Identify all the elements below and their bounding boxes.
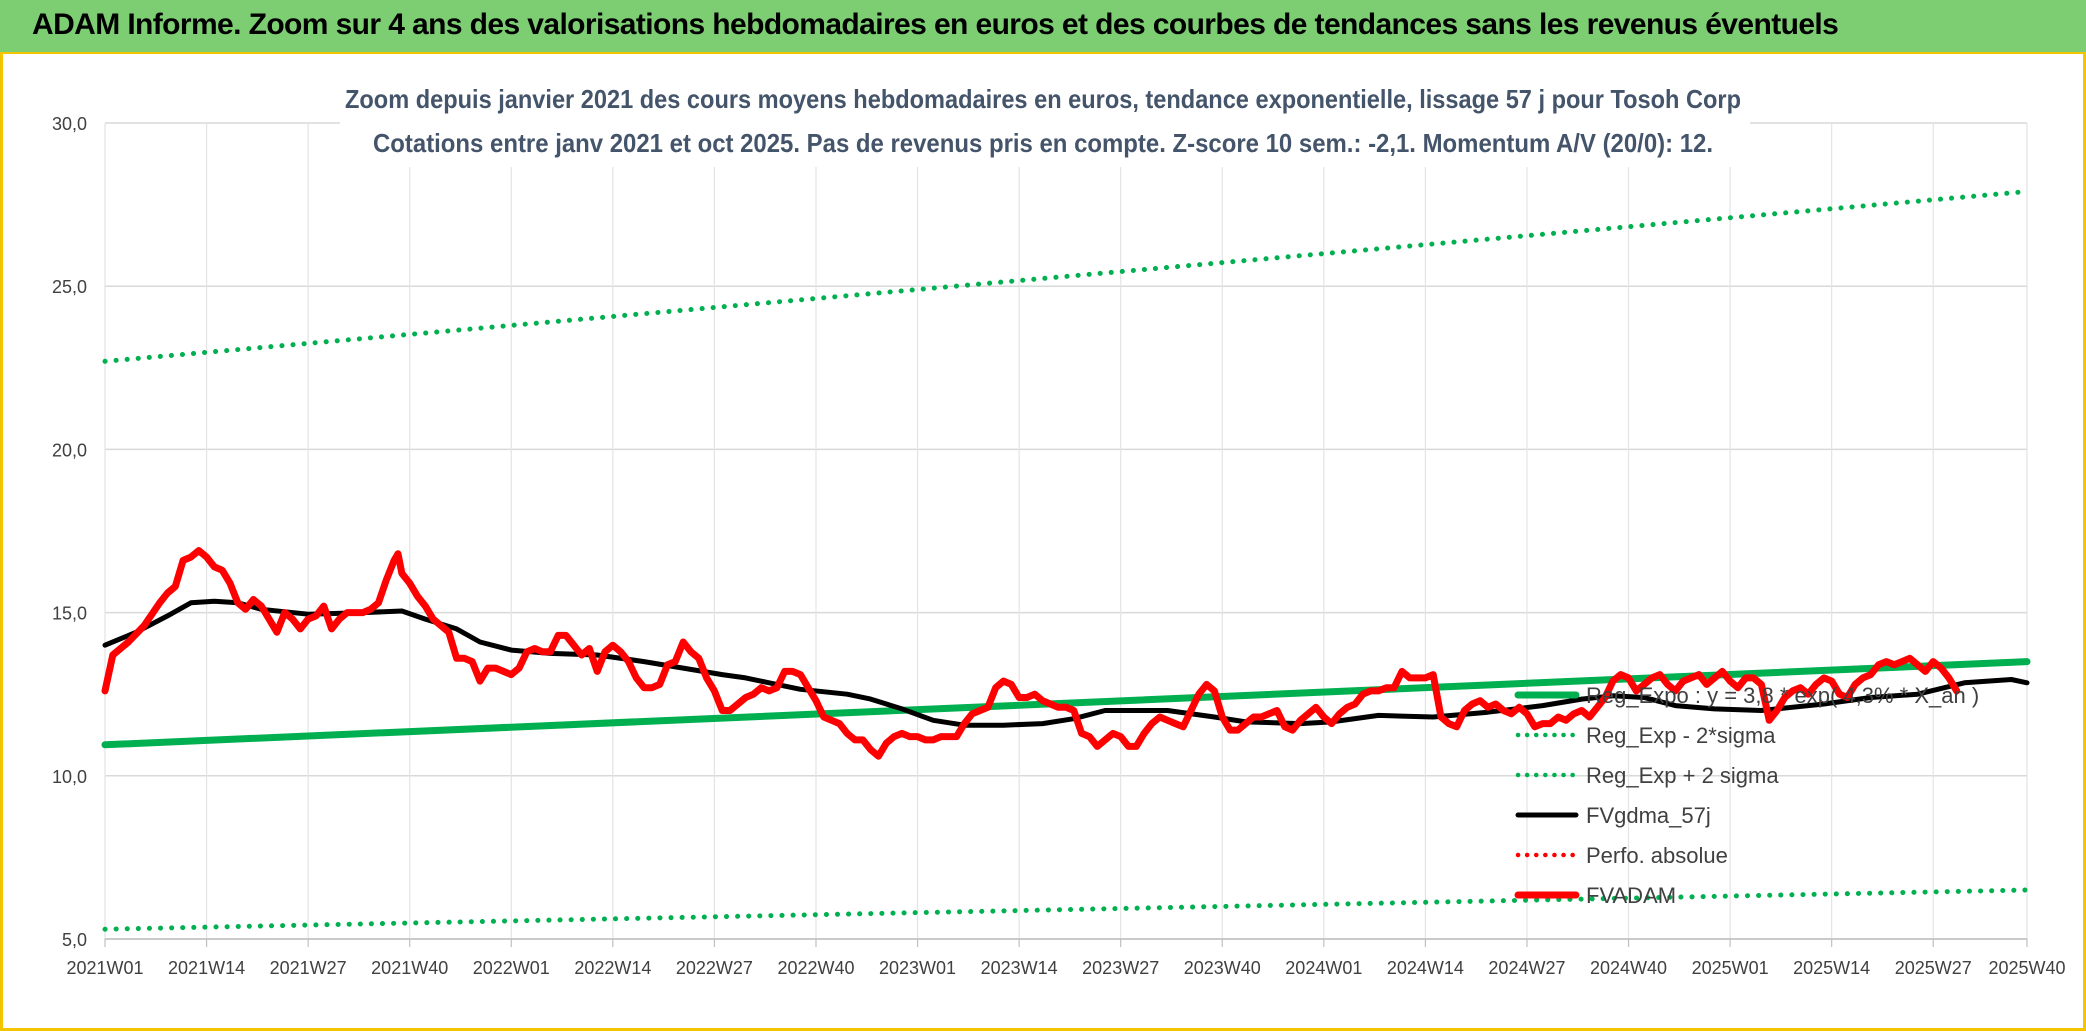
legend-label: Reg_Expo : y = 3,8 * exp( 4,3% * X_an ) [1586,683,1979,708]
legend-label: Reg_Exp + 2 sigma [1586,763,1779,788]
x-tick-label: 2024W01 [1285,958,1362,978]
x-tick-label: 2021W40 [371,958,448,978]
y-tick-label: 10,0 [52,767,87,787]
series-line-3 [102,598,2030,728]
x-tick-label: 2022W40 [777,958,854,978]
x-tick-label: 2025W01 [1692,958,1769,978]
y-tick-label: 25,0 [52,277,87,297]
x-tick-label: 2024W14 [1387,958,1464,978]
legend-label: FVgdma_57j [1586,803,1711,828]
y-tick-label: 20,0 [52,440,87,460]
title-background [340,75,1750,167]
series-line-5 [101,547,1961,760]
chart-subtitle: Cotations entre janv 2021 et oct 2025. P… [373,128,1713,158]
report-banner: ADAM Informe. Zoom sur 4 ans des valoris… [0,0,2086,54]
legend-label: Perfo. absolue [1586,843,1728,868]
y-tick-label: 5,0 [62,930,87,950]
series-line-1 [102,887,2030,932]
x-tick-label: 2021W27 [270,958,347,978]
x-tick-label: 2023W01 [879,958,956,978]
x-tick-label: 2024W40 [1590,958,1667,978]
y-tick-label: 15,0 [52,604,87,624]
grid-lines [104,122,2028,947]
x-tick-label: 2021W14 [168,958,245,978]
legend: Reg_Expo : y = 3,8 * exp( 4,3% * X_an ) R… [1514,683,1979,908]
x-tick-label: 2022W27 [676,958,753,978]
x-tick-label: 2023W14 [981,958,1058,978]
legend-label: Reg_Exp - 2*sigma [1586,723,1776,748]
y-axis-ticks: 5,0 10,0 15,0 20,0 25,0 30,0 [52,114,87,950]
x-tick-label: 2021W01 [66,958,143,978]
x-tick-label: 2022W14 [574,958,651,978]
series-line-2 [102,189,2030,364]
x-tick-label: 2025W40 [1988,958,2065,978]
x-axis-ticks: 2021W01 2021W14 2021W27 2021W40 2022W01 2022W… [66,958,2065,978]
chart-title: Zoom depuis janvier 2021 des cours moyen… [345,84,1741,114]
x-tick-label: 2025W27 [1895,958,1972,978]
x-tick-label: 2023W27 [1082,958,1159,978]
x-tick-label: 2022W01 [473,958,550,978]
report-title: ADAM Informe. Zoom sur 4 ans des valoris… [32,8,1839,41]
x-tick-label: 2024W27 [1488,958,1565,978]
x-tick-label: 2023W40 [1184,958,1261,978]
series-line-0 [101,658,2031,749]
legend-label: FVADAM [1586,883,1676,908]
x-tick-label: 2025W14 [1793,958,1870,978]
series-lines [101,189,2031,932]
y-tick-label: 30,0 [52,114,87,134]
